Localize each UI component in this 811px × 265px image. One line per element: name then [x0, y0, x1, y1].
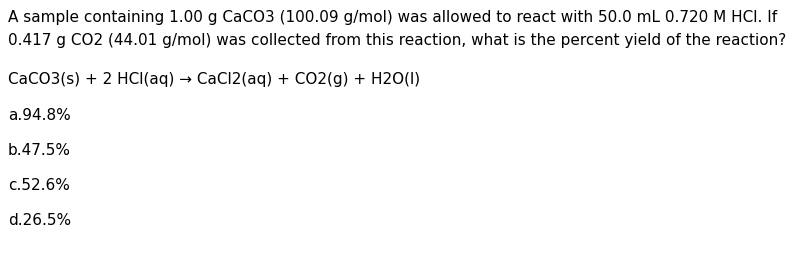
Text: A sample containing 1.00 g CaCO3 (100.09 g/mol) was allowed to react with 50.0 m: A sample containing 1.00 g CaCO3 (100.09… [8, 10, 776, 25]
Text: d.26.5%: d.26.5% [8, 213, 71, 228]
Text: 0.417 g CO2 (44.01 g/mol) was collected from this reaction, what is the percent : 0.417 g CO2 (44.01 g/mol) was collected … [8, 33, 785, 48]
Text: c.52.6%: c.52.6% [8, 178, 70, 193]
Text: a.94.8%: a.94.8% [8, 108, 71, 123]
Text: CaCO3(s) + 2 HCl(aq) → CaCl2(aq) + CO2(g) + H2O(l): CaCO3(s) + 2 HCl(aq) → CaCl2(aq) + CO2(g… [8, 72, 419, 87]
Text: b.47.5%: b.47.5% [8, 143, 71, 158]
